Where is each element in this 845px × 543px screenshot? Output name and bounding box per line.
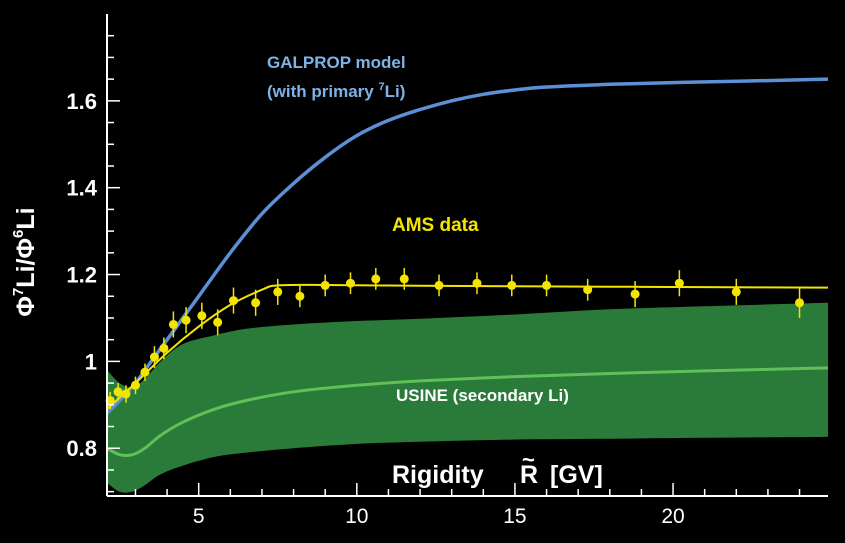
x-tick-label-20: 20 <box>661 505 684 528</box>
x-tick-label-15: 15 <box>503 505 526 528</box>
galprop-label-line2: (with primary 7Li) <box>267 81 405 101</box>
ams-point-27 <box>795 298 805 308</box>
ams-point-24 <box>630 289 640 299</box>
y-tick-label-3: 1.4 <box>66 176 97 201</box>
ams-point-14 <box>295 291 305 301</box>
ams-point-21 <box>507 280 517 290</box>
ams-point-4 <box>140 367 150 377</box>
ams-label: AMS data <box>392 215 479 236</box>
axes-group: 5 10 15 20 0.8 1 1.2 1.4 1.6 <box>66 14 828 528</box>
ams-point-5 <box>149 352 159 362</box>
x-axis-symbol: R <box>520 461 538 489</box>
y-tick-label-0: 0.8 <box>66 436 97 461</box>
ams-point-18 <box>399 274 409 284</box>
usine-line <box>106 366 829 458</box>
usine-label: USINE (secondary Li) <box>396 386 569 405</box>
y-tick-label-4: 1.6 <box>66 89 97 114</box>
usine-band <box>107 302 828 493</box>
ams-point-16 <box>345 278 355 288</box>
ams-point-1 <box>113 387 123 397</box>
ams-fit-line <box>106 283 829 410</box>
ams-point-23 <box>583 285 593 295</box>
ams-points-group <box>105 268 805 410</box>
ams-point-12 <box>251 298 261 308</box>
x-axis-symbol-tilde: ~ <box>522 447 535 472</box>
x-tick-label-5: 5 <box>193 505 205 528</box>
ams-point-2 <box>121 389 131 399</box>
x-axis-title: Rigidity <box>392 461 484 489</box>
galprop-label-line1: GALPROP model <box>267 53 406 72</box>
x-axis-unit: [GV] <box>550 461 603 489</box>
ams-point-13 <box>273 287 283 297</box>
y-tick-label-2: 1.2 <box>66 263 97 288</box>
ams-point-25 <box>674 278 684 288</box>
ams-point-17 <box>371 274 381 284</box>
ams-point-26 <box>731 287 741 297</box>
ams-point-7 <box>168 319 178 329</box>
y-tick-label-1: 1 <box>85 349 97 374</box>
ams-point-9 <box>197 311 207 321</box>
ams-point-22 <box>542 280 552 290</box>
x-tick-label-10: 10 <box>345 505 368 528</box>
ams-point-8 <box>181 315 191 325</box>
ams-point-11 <box>228 296 238 306</box>
ams-point-6 <box>159 343 169 353</box>
y-axis-title: Φ7Li/Φ6Li <box>10 207 40 316</box>
ams-point-19 <box>434 280 444 290</box>
ams-point-10 <box>213 317 223 327</box>
ams-point-15 <box>320 280 330 290</box>
usine-band-group <box>107 302 828 493</box>
ams-point-3 <box>130 380 140 390</box>
ams-point-20 <box>472 278 482 288</box>
